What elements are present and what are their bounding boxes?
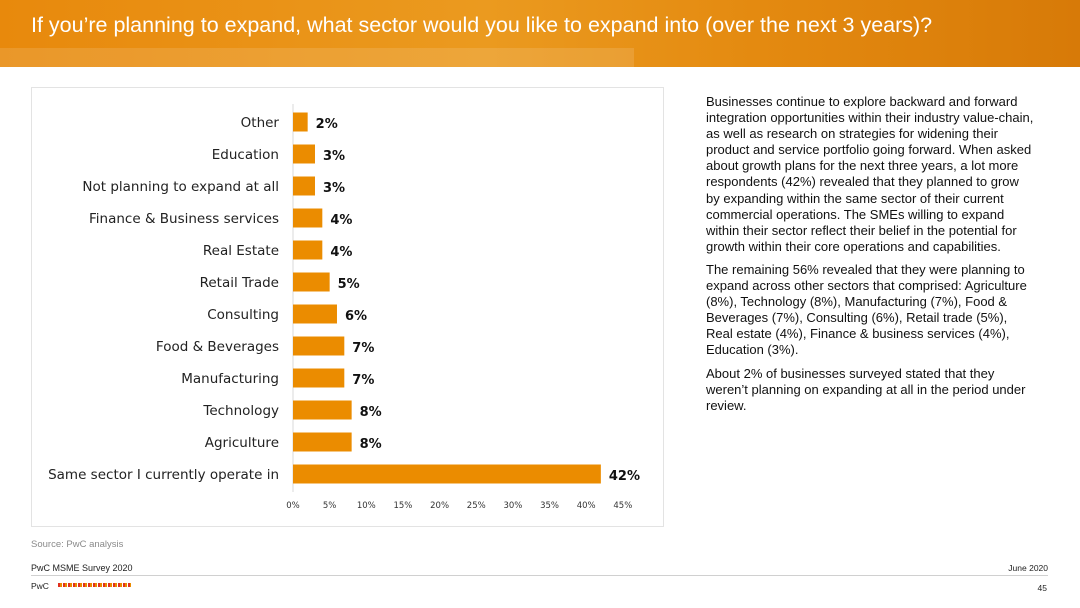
x-tick-label: 0%: [286, 501, 300, 511]
bar: [293, 464, 601, 484]
category-label: Food & Beverages: [156, 339, 279, 355]
category-label: Manufacturing: [181, 371, 279, 387]
bar: [293, 240, 323, 260]
bar: [293, 272, 330, 292]
footer-brand: PwC: [31, 581, 49, 591]
data-label: 2%: [316, 117, 338, 132]
data-label: 3%: [323, 181, 345, 196]
commentary-paragraph-1: Businesses continue to explore backward …: [706, 94, 1034, 254]
data-label: 6%: [345, 309, 367, 324]
category-label: Finance & Business services: [89, 211, 279, 227]
bar: [293, 112, 308, 132]
data-label: 5%: [338, 277, 360, 292]
source-note: Source: PwC analysis: [31, 539, 124, 550]
data-label: 3%: [323, 149, 345, 164]
brand-marks: [58, 583, 131, 587]
banner-strip: [0, 48, 634, 67]
category-label: Same sector I currently operate in: [48, 467, 279, 483]
commentary-paragraph-3: About 2% of businesses surveyed stated t…: [706, 365, 1026, 413]
x-tick-label: 30%: [503, 501, 522, 511]
bar: [293, 368, 345, 388]
bar-chart: Other 2% Education 3% Not planning to expand…: [48, 104, 640, 511]
category-label: Real Estate: [203, 243, 279, 259]
data-label: 8%: [360, 405, 382, 420]
x-tick-label: 40%: [577, 501, 596, 511]
bar: [293, 304, 337, 324]
category-label: Other: [241, 115, 280, 131]
category-label: Technology: [202, 403, 279, 419]
category-label: Agriculture: [205, 435, 279, 451]
category-label: Education: [212, 147, 279, 163]
bar: [293, 176, 315, 196]
x-tick-label: 15%: [393, 501, 412, 511]
footer-survey-name: PwC MSME Survey 2020: [31, 563, 133, 573]
footer-date: June 2020: [1008, 563, 1048, 573]
commentary-paragraph-2: The remaining 56% revealed that they wer…: [706, 261, 1027, 358]
data-label: 7%: [352, 373, 374, 388]
bar: [293, 400, 352, 420]
bar: [293, 144, 315, 164]
footer-divider: [31, 575, 1048, 576]
chart-panel: Other 2% Education 3% Not planning to expand…: [31, 87, 664, 527]
category-label: Not planning to expand at all: [82, 179, 279, 195]
data-label: 8%: [360, 437, 382, 452]
x-tick-label: 5%: [323, 501, 337, 511]
category-label: Consulting: [207, 307, 279, 323]
data-label: 4%: [330, 245, 352, 260]
commentary: Businesses continue to explore backward …: [706, 94, 1036, 421]
title-banner: If you’re planning to expand, what secto…: [0, 0, 1080, 67]
x-tick-label: 25%: [467, 501, 486, 511]
bar: [293, 432, 352, 452]
x-tick-label: 20%: [430, 501, 449, 511]
data-label: 7%: [352, 341, 374, 356]
x-tick-label: 10%: [357, 501, 376, 511]
page-title: If you’re planning to expand, what secto…: [31, 13, 933, 37]
page-number: 45: [1037, 583, 1047, 593]
bar: [293, 336, 345, 356]
data-label: 4%: [330, 213, 352, 228]
category-label: Retail Trade: [200, 275, 279, 291]
x-tick-label: 35%: [540, 501, 559, 511]
x-tick-label: 45%: [613, 501, 632, 511]
bar: [293, 208, 323, 228]
data-label: 42%: [609, 469, 640, 484]
